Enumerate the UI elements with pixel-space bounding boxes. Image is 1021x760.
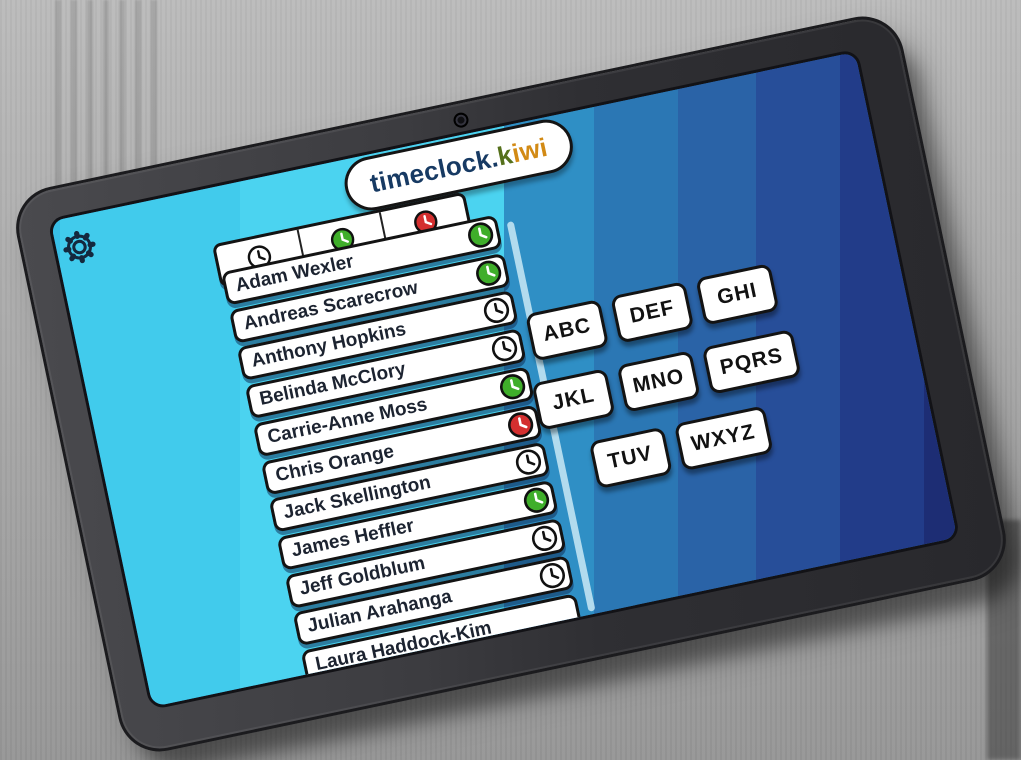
settings-gear-icon[interactable] (57, 225, 102, 270)
employee-row[interactable]: Anthony Hopkins (236, 290, 519, 382)
clock-status-green-icon (520, 484, 553, 517)
clock-status-white-icon (512, 446, 545, 479)
clock-status-white-icon (536, 559, 569, 592)
employee-row[interactable]: Adam Wexler (220, 214, 503, 306)
employee-row[interactable]: Carrie-Anne Moss (252, 365, 535, 458)
clock-status-green-icon (472, 256, 505, 289)
clock-status-white-icon (480, 294, 513, 327)
clock-status-white-icon (488, 332, 521, 365)
employee-row[interactable]: Julian Arahanga (292, 555, 575, 647)
employee-row[interactable]: Andreas Scarecrow (228, 252, 511, 344)
front-camera (452, 111, 470, 130)
employee-row[interactable]: Jeff Goldblum (284, 517, 567, 609)
employee-row[interactable]: James Heffler (276, 479, 559, 571)
tablet-device: timeclock. kiwi Adam Wexler Andreas Scarec… (8, 8, 1014, 760)
clock-status-green-icon (464, 218, 497, 251)
keypad-button-mno[interactable]: MNO (616, 350, 701, 413)
employee-row[interactable]: Jack Skellington (268, 441, 551, 533)
clock-status-green-icon (496, 370, 529, 403)
employee-list: Adam Wexler Andreas Scarecrow Anthony Hopk… (51, 52, 958, 707)
employee-row[interactable]: Belinda McClory (244, 328, 527, 420)
employee-row[interactable]: Chris Orange (260, 403, 543, 496)
keypad-button-pqrs[interactable]: PQRS (701, 328, 802, 395)
keypad-button-jkl[interactable]: JKL (531, 368, 616, 431)
clock-status-white-icon (528, 521, 561, 554)
clock-status-red-icon (504, 408, 537, 441)
tablet-screen: timeclock. kiwi Adam Wexler Andreas Scarec… (47, 48, 961, 711)
